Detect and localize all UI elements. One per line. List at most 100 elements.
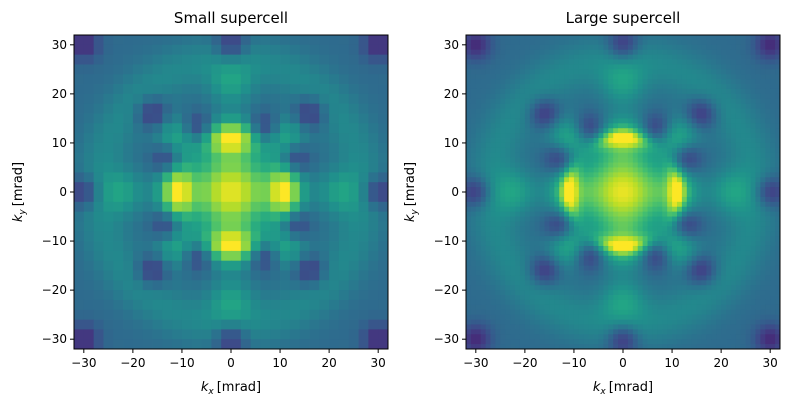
heatmap-cell <box>770 285 775 290</box>
heatmap-cell <box>520 74 525 79</box>
heatmap-cell <box>613 280 618 285</box>
heatmap-cell <box>486 207 491 212</box>
heatmap-cell <box>716 329 721 334</box>
heatmap-cell <box>731 172 736 177</box>
heatmap-cell <box>760 153 765 158</box>
heatmap-cell <box>481 280 486 285</box>
heatmap-cell <box>706 202 711 207</box>
heatmap-cell <box>648 89 653 94</box>
heatmap-cell <box>84 55 94 65</box>
heatmap-cell <box>662 246 667 251</box>
heatmap-cell <box>584 40 589 45</box>
heatmap-cell <box>319 280 329 290</box>
heatmap-cell <box>628 320 633 325</box>
heatmap-cell <box>359 153 369 163</box>
heatmap-cell <box>280 123 290 133</box>
heatmap-cell <box>103 329 113 339</box>
heatmap-cell <box>241 163 251 173</box>
heatmap-cell <box>721 167 726 172</box>
heatmap-cell <box>770 187 775 192</box>
heatmap-cell <box>510 202 515 207</box>
heatmap-cell <box>618 138 623 143</box>
heatmap-cell <box>481 123 486 128</box>
heatmap-cell <box>760 172 765 177</box>
heatmap-cell <box>123 212 133 222</box>
heatmap-cell <box>192 290 202 300</box>
heatmap-cell <box>594 64 599 69</box>
heatmap-cell <box>359 55 369 65</box>
heatmap-cell <box>652 256 657 261</box>
heatmap-cell <box>672 153 677 158</box>
heatmap-cell <box>525 251 530 256</box>
heatmap-cell <box>564 246 569 251</box>
heatmap-cell <box>598 324 603 329</box>
heatmap-cell <box>486 45 491 50</box>
heatmap-cell <box>300 104 310 114</box>
heatmap-cell <box>598 182 603 187</box>
heatmap-cell <box>359 123 369 133</box>
heatmap-cell <box>652 221 657 226</box>
heatmap-cell <box>505 114 510 119</box>
heatmap-cell <box>103 153 113 163</box>
heatmap-cell <box>741 236 746 241</box>
heatmap-cell <box>692 55 697 60</box>
heatmap-cell <box>594 212 599 217</box>
heatmap-cell <box>633 221 638 226</box>
heatmap-cell <box>672 310 677 315</box>
heatmap-cell <box>481 114 486 119</box>
heatmap-cell <box>143 123 153 133</box>
heatmap-cell <box>540 275 545 280</box>
heatmap-cell <box>549 271 554 276</box>
heatmap-cell <box>751 104 756 109</box>
heatmap-cell <box>549 290 554 295</box>
heatmap-cell <box>520 128 525 133</box>
heatmap-cell <box>510 84 515 89</box>
heatmap-cell <box>746 64 751 69</box>
heatmap-cell <box>711 329 716 334</box>
heatmap-cell <box>505 69 510 74</box>
heatmap-cell <box>623 236 628 241</box>
heatmap-cell <box>545 69 550 74</box>
heatmap-cell <box>549 128 554 133</box>
heatmap-cell <box>486 202 491 207</box>
heatmap-cell <box>721 118 726 123</box>
heatmap-cell <box>648 221 653 226</box>
heatmap-cell <box>495 182 500 187</box>
heatmap-cell <box>530 305 535 310</box>
heatmap-cell <box>623 221 628 226</box>
heatmap-cell <box>751 89 756 94</box>
heatmap-cell <box>495 84 500 89</box>
heatmap-cell <box>94 271 104 281</box>
heatmap-cell <box>84 280 94 290</box>
heatmap-cell <box>280 64 290 74</box>
heatmap-cell <box>613 163 618 168</box>
heatmap-cell <box>486 118 491 123</box>
heatmap-cell <box>500 207 505 212</box>
heatmap-cell <box>618 163 623 168</box>
heatmap-cell <box>471 35 476 40</box>
heatmap-cell <box>554 256 559 261</box>
heatmap-cell <box>598 202 603 207</box>
heatmap-cell <box>530 310 535 315</box>
heatmap-cell <box>162 231 172 241</box>
heatmap-cell <box>192 310 202 320</box>
heatmap-cell <box>702 35 707 40</box>
heatmap-cell <box>603 241 608 246</box>
heatmap-cell <box>491 202 496 207</box>
heatmap-cell <box>594 84 599 89</box>
heatmap-cell <box>476 329 481 334</box>
heatmap-cell <box>662 123 667 128</box>
heatmap-cell <box>569 251 574 256</box>
heatmap-cell <box>310 104 320 114</box>
heatmap-cell <box>211 55 221 65</box>
heatmap-cell <box>143 271 153 281</box>
heatmap-cell <box>368 329 378 339</box>
heatmap-cell <box>702 256 707 261</box>
heatmap-cell <box>495 133 500 138</box>
heatmap-cell <box>564 133 569 138</box>
heatmap-cell <box>672 231 677 236</box>
heatmap-cell <box>74 290 84 300</box>
heatmap-cell <box>736 123 741 128</box>
heatmap-cell <box>633 94 638 99</box>
heatmap-cell <box>559 60 564 65</box>
